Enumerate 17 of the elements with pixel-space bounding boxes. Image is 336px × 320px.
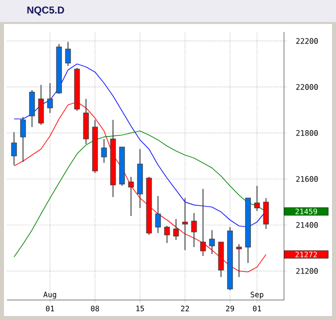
candlestick (173, 218, 179, 240)
candlestick (47, 82, 53, 114)
candlestick (20, 116, 26, 162)
candlestick (164, 225, 170, 244)
chart-title: NQC5.D (27, 6, 64, 16)
candlestick (182, 198, 188, 251)
candlestick (128, 176, 134, 216)
candlestick (254, 185, 260, 212)
candlestick (200, 188, 206, 257)
candlestick (11, 132, 17, 166)
candlestick (155, 196, 161, 234)
candlestick (209, 230, 215, 254)
candlestick (263, 198, 269, 230)
candlestick (191, 212, 197, 248)
candlestick (65, 41, 71, 66)
candlestick (29, 90, 35, 128)
candlestick (101, 138, 107, 164)
